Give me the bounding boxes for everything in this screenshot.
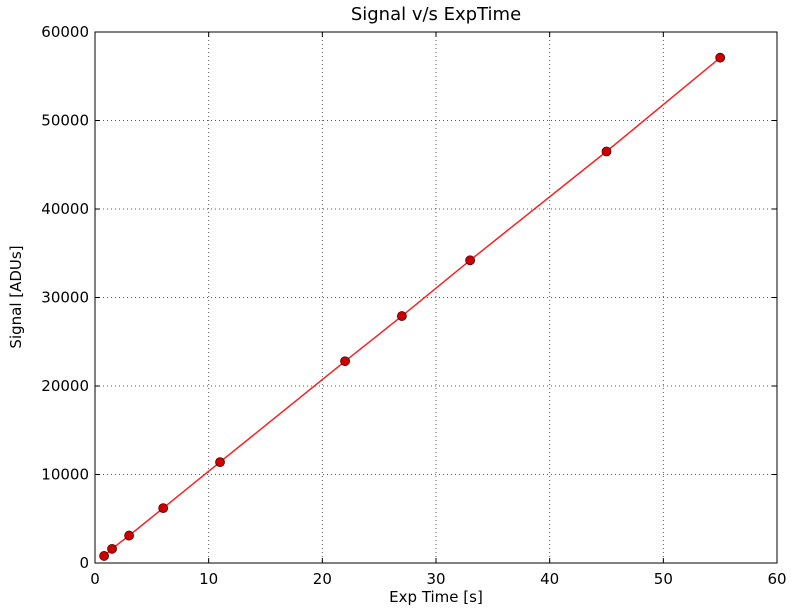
series-line: [103, 57, 721, 557]
data-point: [124, 530, 135, 541]
data-point: [340, 356, 350, 367]
y-axis-label: Signal [ADUs]: [7, 245, 25, 348]
y-tick-label: 10000: [41, 466, 89, 484]
tick-layer: 0 10 20 30 40 50 60 0 10000 20000 30000 40000 50000 6…: [41, 23, 786, 588]
x-tick-label: 10: [199, 570, 218, 588]
x-axis-label: Exp Time [s]: [389, 588, 483, 606]
data-point: [715, 52, 726, 63]
data-point: [107, 543, 117, 554]
y-tick-label: 0: [79, 554, 89, 572]
x-tick-label: 0: [90, 570, 100, 588]
chart-title: Signal v/s ExpTime: [351, 4, 521, 25]
data-point: [601, 146, 612, 157]
data-point: [99, 551, 109, 561]
data-point: [158, 503, 169, 514]
y-tick-label: 60000: [41, 23, 89, 41]
y-tick-label: 40000: [41, 200, 89, 218]
x-tick-label: 30: [426, 570, 445, 588]
series-layer: [99, 52, 726, 561]
data-point: [215, 457, 225, 468]
y-tick-label: 30000: [41, 289, 89, 307]
x-tick-label: 50: [654, 570, 673, 588]
data-point: [465, 255, 476, 266]
x-tick-label: 60: [767, 570, 786, 588]
y-tick-label: 50000: [41, 112, 89, 130]
x-tick-label: 40: [540, 570, 559, 588]
data-point: [396, 311, 407, 321]
y-tick-label: 20000: [41, 377, 89, 395]
x-tick-label: 20: [313, 570, 332, 588]
grid: [95, 32, 777, 563]
